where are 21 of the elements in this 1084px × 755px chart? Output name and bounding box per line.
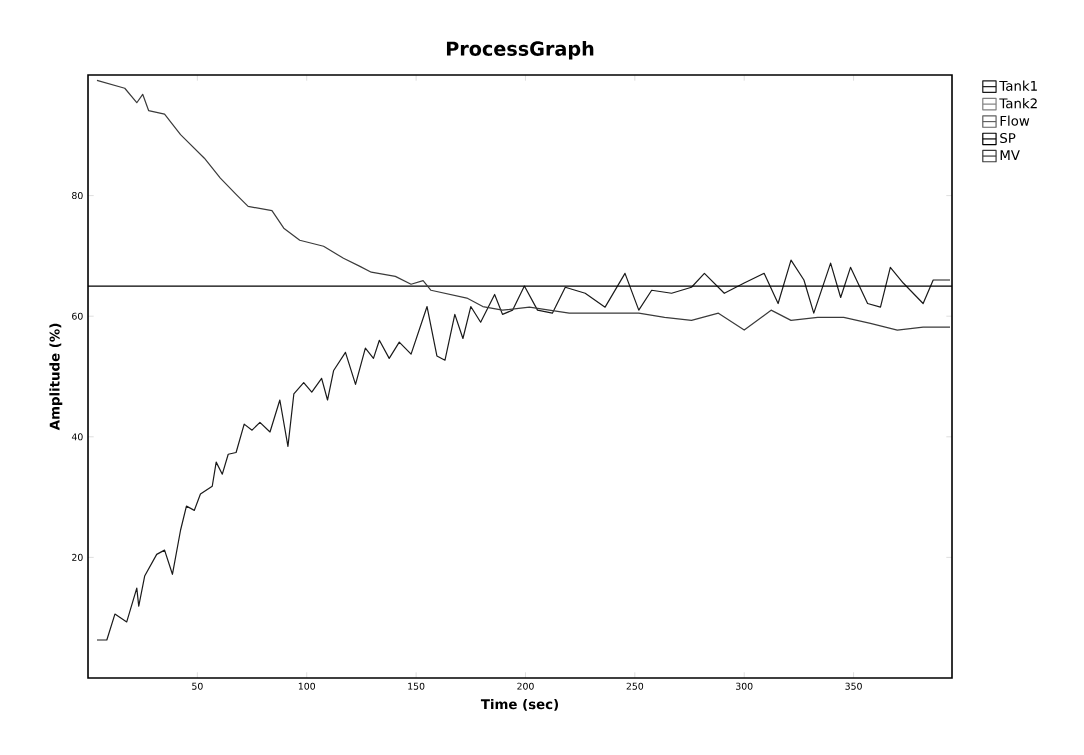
x-tick-label: 100 <box>298 682 316 690</box>
line-series <box>96 259 951 641</box>
legend-label: Tank1 <box>999 80 1037 91</box>
x-tick-label: 300 <box>736 682 753 690</box>
y-axis-title: Amplitude (%) <box>49 323 63 431</box>
chart-title: ProcessGraph <box>446 41 594 60</box>
x-tick-label: 200 <box>517 682 534 690</box>
legend-label: Flow <box>1000 115 1030 126</box>
line-series <box>96 79 951 331</box>
y-tick-label: 60 <box>72 312 83 320</box>
y-tick-label: 80 <box>72 192 83 200</box>
y-tick-label: 40 <box>71 433 83 441</box>
legend-label: Tank2 <box>999 98 1037 109</box>
legend-label: MV <box>1000 150 1020 160</box>
x-tick-label: 150 <box>408 682 425 690</box>
x-tick-label: 350 <box>845 682 862 690</box>
x-axis-title: Time (sec) <box>480 698 559 711</box>
x-tick-label: 250 <box>626 682 644 690</box>
legend-label: SP <box>1000 132 1016 144</box>
y-tick-label: 20 <box>72 553 83 561</box>
x-tick-label: 50 <box>192 682 203 690</box>
